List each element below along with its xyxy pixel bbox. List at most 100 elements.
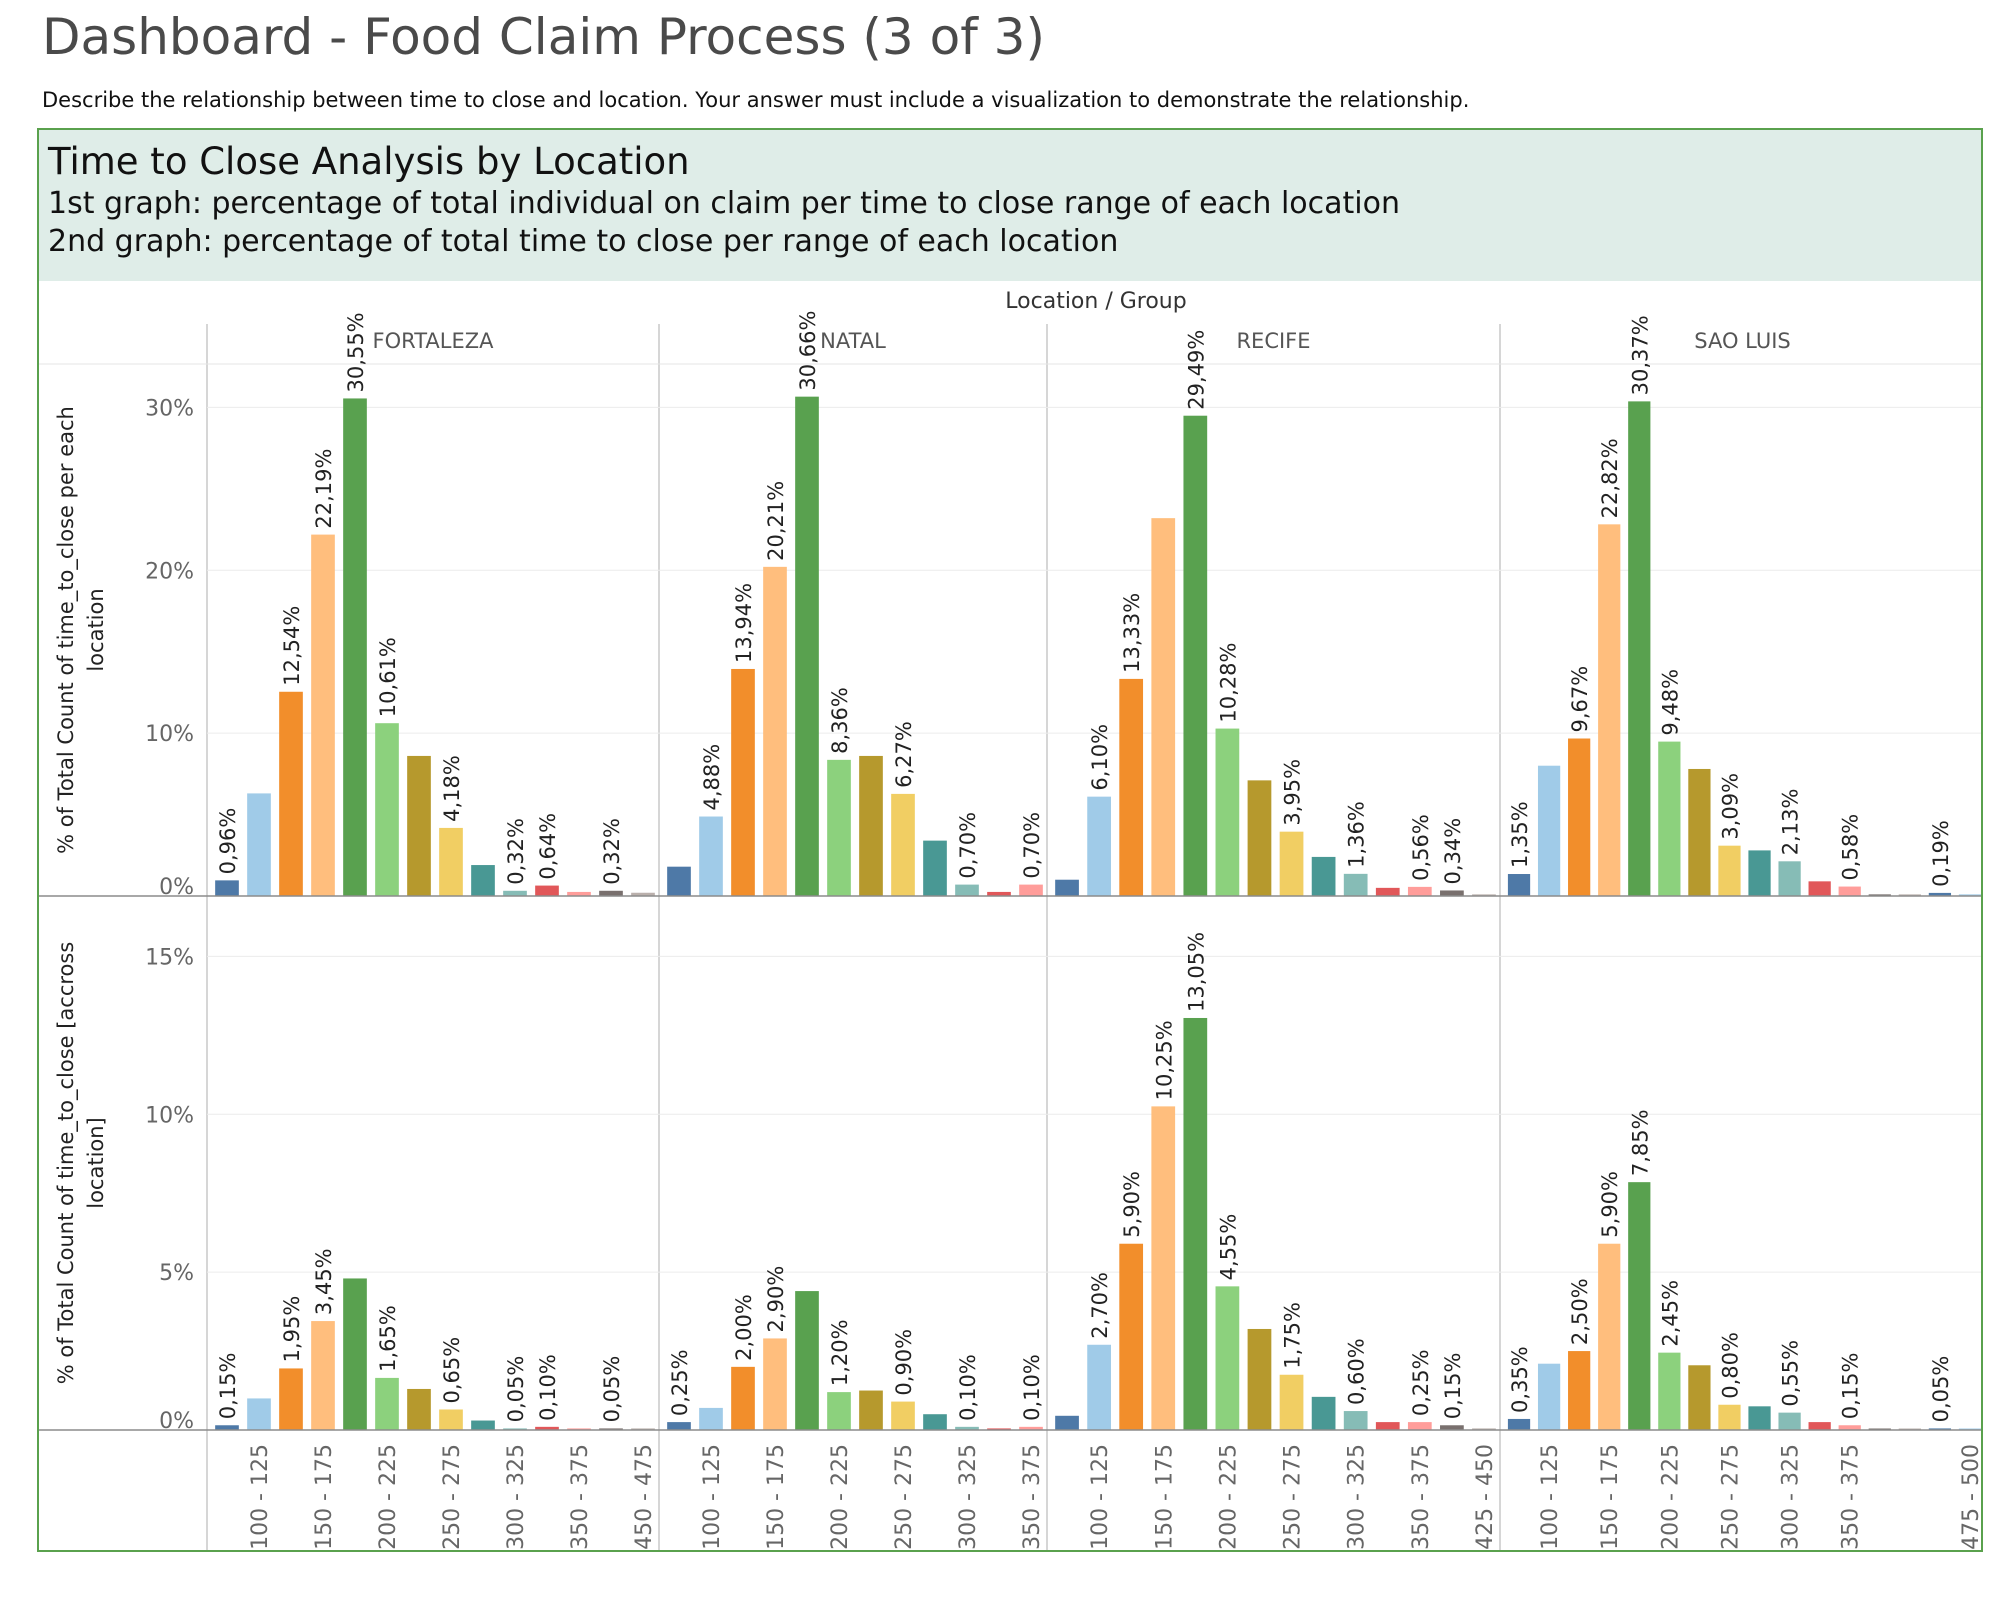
x-tick-label: 350 - 375 bbox=[1839, 1444, 1864, 1550]
data-label: 13,05% bbox=[1184, 932, 1208, 1012]
data-label: 4,88% bbox=[700, 744, 724, 811]
bar-sao-luis-1-1 bbox=[1537, 765, 1561, 896]
data-label: 1,35% bbox=[1508, 801, 1532, 868]
y-tick-label: 10% bbox=[145, 1103, 194, 1128]
data-label: 0,60% bbox=[1345, 1338, 1369, 1405]
x-tick-label: 200 - 225 bbox=[1216, 1444, 1241, 1550]
data-label: 0,56% bbox=[1409, 814, 1433, 881]
data-label: 0,64% bbox=[536, 813, 560, 880]
bar-fortaleza-1-6 bbox=[407, 755, 431, 896]
x-tick-label: 150 - 175 bbox=[312, 1444, 337, 1550]
bar-fortaleza-1-1 bbox=[247, 793, 271, 896]
bar-fortaleza-1-2 bbox=[279, 691, 303, 896]
bar-recife-1-10 bbox=[1375, 887, 1400, 896]
bar-natal-2-2 bbox=[731, 1366, 755, 1430]
data-label: 0,15% bbox=[1441, 1353, 1465, 1420]
bar-fortaleza-2-10 bbox=[535, 1426, 559, 1430]
panel-subtitle-1: 1st graph: percentage of total individua… bbox=[48, 186, 1401, 221]
bar-sao-luis-1-3 bbox=[1598, 524, 1621, 896]
bar-sao-luis-1-11 bbox=[1838, 886, 1861, 896]
data-label: 2,45% bbox=[1658, 1280, 1682, 1347]
bar-sao-luis-2-5 bbox=[1658, 1352, 1681, 1430]
data-label: 3,09% bbox=[1718, 773, 1742, 840]
bar-chart: Location / Group FORTALEZA NATAL RECIFE SAO … bbox=[39, 289, 1981, 1550]
bar-recife-1-4 bbox=[1183, 415, 1208, 896]
data-label: 3,45% bbox=[312, 1248, 336, 1315]
bar-recife-1-8 bbox=[1311, 856, 1336, 896]
panel-subtitle-2: 2nd graph: percentage of total time to c… bbox=[48, 224, 1119, 259]
y-axis-label-line-1: % of Total Count of time_to_close per ea… bbox=[54, 406, 79, 854]
location-header-sao-luis: SAO LUIS bbox=[1694, 329, 1790, 353]
x-tick-label: 250 - 275 bbox=[440, 1444, 465, 1550]
x-tick-label: 150 - 175 bbox=[1152, 1444, 1177, 1550]
bar-sao-luis-1-2 bbox=[1568, 738, 1591, 896]
x-tick-label: 300 - 325 bbox=[504, 1444, 529, 1550]
y-axis-label-line-2: location] bbox=[84, 1117, 108, 1209]
data-label: 10,25% bbox=[1152, 1020, 1176, 1100]
y-axis-label-line-1: % of Total Count of time_to_close [accro… bbox=[54, 942, 79, 1385]
data-label: 0,32% bbox=[504, 818, 528, 885]
data-label: 9,67% bbox=[1568, 666, 1592, 733]
bar-recife-2-3 bbox=[1151, 1106, 1176, 1430]
bar-fortaleza-2-4 bbox=[343, 1278, 367, 1430]
bar-recife-2-5 bbox=[1215, 1286, 1240, 1430]
bar-natal-2-9 bbox=[955, 1426, 979, 1430]
bar-natal-2-8 bbox=[923, 1414, 947, 1430]
data-label: 0,35% bbox=[1508, 1346, 1532, 1413]
bar-recife-2-0 bbox=[1055, 1415, 1079, 1430]
bar-recife-1-12 bbox=[1440, 890, 1464, 896]
bar-fortaleza-2-5 bbox=[375, 1377, 399, 1430]
bar-sao-luis-2-9 bbox=[1778, 1412, 1801, 1430]
bar-natal-2-11 bbox=[1019, 1426, 1043, 1430]
bar-recife-2-4 bbox=[1183, 1017, 1208, 1430]
data-label: 0,58% bbox=[1839, 814, 1863, 881]
bar-natal-2-10 bbox=[987, 1428, 1011, 1430]
data-label: 0,55% bbox=[1779, 1340, 1803, 1407]
data-label: 22,19% bbox=[312, 449, 336, 529]
x-tick-label: 150 - 175 bbox=[1598, 1444, 1623, 1550]
bar-sao-luis-1-15 bbox=[1958, 894, 1981, 896]
data-label: 4,55% bbox=[1216, 1214, 1240, 1281]
x-tick-label: 100 - 125 bbox=[248, 1444, 273, 1550]
bar-sao-luis-2-14 bbox=[1928, 1428, 1952, 1430]
bar-natal-2-3 bbox=[763, 1338, 787, 1430]
data-label: 2,50% bbox=[1568, 1278, 1592, 1345]
data-label: 12,54% bbox=[280, 606, 304, 686]
bar-recife-2-6 bbox=[1247, 1328, 1272, 1430]
bar-recife-2-10 bbox=[1375, 1422, 1400, 1430]
x-tick-label: 425 - 450 bbox=[1473, 1444, 1498, 1550]
bar-fortaleza-1-12 bbox=[599, 890, 623, 896]
chart-panel: Time to Close Analysis by Location 1st g… bbox=[37, 128, 1983, 1552]
data-label: 0,10% bbox=[536, 1354, 560, 1421]
data-label: 10,61% bbox=[376, 637, 400, 717]
data-label: 0,70% bbox=[956, 812, 980, 879]
bar-natal-1-2 bbox=[731, 668, 755, 896]
data-label: 3,95% bbox=[1281, 759, 1305, 826]
bar-fortaleza-2-1 bbox=[247, 1398, 271, 1430]
bar-fortaleza-2-12 bbox=[599, 1428, 623, 1430]
data-label: 1,20% bbox=[828, 1319, 852, 1386]
bar-recife-1-11 bbox=[1407, 886, 1432, 896]
bar-sao-luis-1-5 bbox=[1658, 741, 1681, 896]
bar-natal-1-7 bbox=[891, 793, 915, 896]
bar-fortaleza-2-6 bbox=[407, 1388, 431, 1430]
bar-sao-luis-2-6 bbox=[1688, 1365, 1711, 1430]
x-tick-label: 350 - 375 bbox=[568, 1444, 593, 1550]
bar-sao-luis-2-10 bbox=[1808, 1422, 1831, 1430]
bar-sao-luis-2-1 bbox=[1537, 1363, 1561, 1430]
data-label: 0,80% bbox=[1718, 1332, 1742, 1399]
y-axis-label: % of Total Count of time_to_close per ea… bbox=[54, 406, 108, 854]
x-tick-label: 250 - 275 bbox=[892, 1444, 917, 1550]
x-tick-label: 300 - 325 bbox=[956, 1444, 981, 1550]
bar-natal-1-8 bbox=[923, 840, 947, 896]
bar-sao-luis-1-12 bbox=[1868, 894, 1891, 896]
bar-recife-2-9 bbox=[1343, 1411, 1368, 1430]
bar-recife-2-8 bbox=[1311, 1396, 1336, 1430]
bar-fortaleza-1-8 bbox=[471, 865, 495, 896]
data-label: 2,90% bbox=[764, 1266, 788, 1333]
bar-sao-luis-2-3 bbox=[1598, 1243, 1621, 1430]
bar-recife-1-2 bbox=[1119, 678, 1144, 896]
bar-sao-luis-1-13 bbox=[1898, 894, 1921, 896]
data-label: 9,48% bbox=[1658, 669, 1682, 736]
data-label: 5,90% bbox=[1120, 1171, 1144, 1238]
